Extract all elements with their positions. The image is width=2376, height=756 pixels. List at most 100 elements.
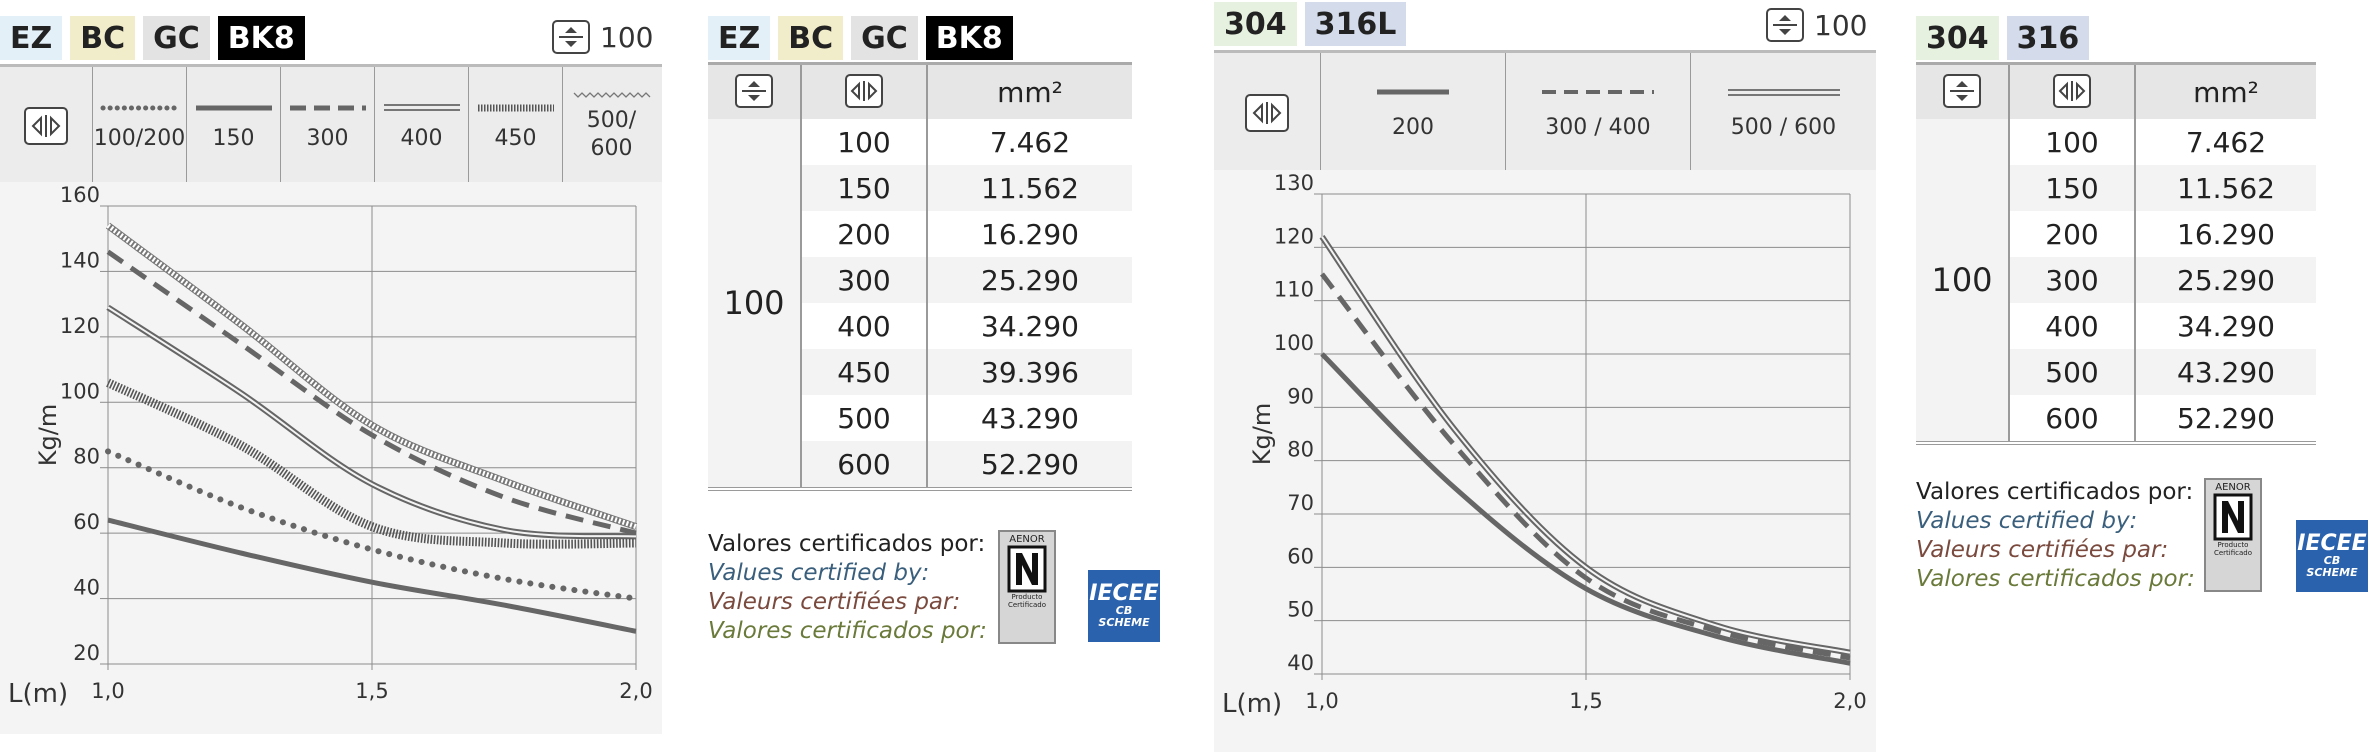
- legend-swatch-solid: [195, 105, 272, 110]
- legend-item-450: 450: [468, 67, 562, 185]
- legend-swatch-double: [383, 103, 460, 111]
- legend-item-500-600: 500/ 600: [562, 67, 660, 185]
- legend-width-icon-cell: [0, 67, 92, 185]
- tray-width-icon: [845, 74, 883, 108]
- y-tick-label: 60: [1287, 544, 1314, 568]
- cert-line-pt: Valores certificados por:: [1916, 566, 2195, 592]
- x-tick-label: 2,0: [619, 679, 652, 703]
- weight-span-chart-1: 20 40 60 80 100 120 140 160 1,0 1,5 2,0 L(m) Kg/m: [8, 183, 653, 709]
- y-tick-label: 100: [1274, 331, 1314, 355]
- table1: mm² 100 100 7.462 150 11.562 200 16.290 300 25.2…: [708, 62, 1132, 495]
- panel2-badges: 304 316L: [1214, 2, 1407, 46]
- width-cell: 600: [2008, 395, 2135, 441]
- legend-label: 150: [212, 125, 255, 151]
- iecee-logo: IECEE CB SCHEME: [1088, 570, 1160, 642]
- badge-304: 304: [1214, 2, 1297, 46]
- table-bottom-rule: [1916, 441, 2316, 449]
- table-row: 600 52.290: [708, 441, 1132, 487]
- series-line: [1320, 272, 1851, 661]
- legend-label: 500 / 600: [1730, 114, 1837, 140]
- legend-label: 400: [400, 125, 443, 151]
- legend-item-500-600: 500 / 600: [1690, 53, 1876, 173]
- table-row: 200 16.290: [1916, 211, 2316, 257]
- table-row: 400 34.290: [1916, 303, 2316, 349]
- table-row: 300 25.290: [1916, 257, 2316, 303]
- aenor-n-icon: [2213, 493, 2253, 541]
- width-cell: 300: [800, 257, 927, 303]
- series-400: [106, 304, 637, 540]
- y-tick-label: 20: [73, 641, 100, 665]
- table-row: 600 52.290: [1916, 395, 2316, 441]
- y-tick-label: 40: [73, 576, 100, 600]
- panel2-legend: 200 300 / 400 500 / 600: [1214, 50, 1876, 173]
- x-axis-label: L(m): [8, 679, 68, 709]
- y-tick-label: 120: [1274, 224, 1314, 248]
- series-line-inner: [1321, 236, 1851, 654]
- iecee-subtitle: CB SCHEME: [2306, 554, 2358, 579]
- area-cell: 52.290: [2134, 395, 2316, 441]
- table1-badges: EZ BC GC BK8: [708, 16, 1013, 60]
- x-tick-label: 1,5: [355, 679, 388, 703]
- aenor-subtitle: Producto Certificado: [2213, 541, 2253, 557]
- table-row: 150 11.562: [708, 165, 1132, 211]
- series-300: [106, 249, 637, 536]
- col-height-header: [1916, 65, 2009, 119]
- iecee-logo: IECEE CB SCHEME: [2296, 520, 2368, 592]
- cert-line-en: Values certified by:: [1916, 508, 2138, 534]
- aenor-logo: AENOR Producto Certificado: [998, 530, 1056, 644]
- table-row: 100 100 7.462: [708, 119, 1132, 487]
- tray-width-icon: [1245, 94, 1289, 132]
- width-cell: 100: [2008, 119, 2135, 165]
- width-cell: 300: [2008, 257, 2135, 303]
- cert-text: Valores certificados por: Values certifi…: [1916, 478, 2206, 594]
- badge-bc: BC: [778, 16, 844, 60]
- panel1-badges: EZ BC GC BK8: [0, 16, 305, 60]
- table-row: 150 11.562: [1916, 165, 2316, 211]
- capacity-value: 100: [600, 20, 654, 54]
- group-height-cell: 100: [1916, 119, 2009, 441]
- series-200: [1320, 352, 1851, 666]
- tray-height-icon: [552, 20, 590, 54]
- badge-bk8: BK8: [925, 16, 1013, 60]
- panel1-chart-area: 20 40 60 80 100 120 140 160 1,0 1,5 2,0 L(m) Kg/m: [0, 182, 662, 734]
- table2: mm² 100 100 7.462 150 11.562 200 16.290 300 25.2…: [1916, 62, 2316, 449]
- badge-ez: EZ: [708, 16, 771, 60]
- section-table-1: mm² 100 100 7.462 150 11.562 200 16.290 300 25.2…: [708, 65, 1132, 487]
- y-tick-label: 140: [60, 248, 100, 272]
- legend-label: 300 / 400: [1545, 114, 1651, 140]
- width-cell: 400: [2008, 303, 2135, 349]
- tray-height-icon: [735, 74, 773, 108]
- x-axis-label: L(m): [1222, 689, 1282, 719]
- legend-label: 300: [306, 125, 349, 151]
- x-tick-label: 1,0: [1305, 689, 1338, 713]
- y-tick-label: 100: [60, 379, 100, 403]
- y-tick-label: 160: [60, 183, 100, 207]
- legend-swatch-double: [1727, 88, 1840, 96]
- iecee-subtitle: CB SCHEME: [1098, 604, 1150, 629]
- col-area-header: mm²: [2134, 65, 2316, 119]
- width-cell: 100: [800, 119, 927, 165]
- series-150: [107, 517, 637, 634]
- series-line: [106, 249, 637, 536]
- group-height-cell: 100: [708, 119, 801, 487]
- iecee-title: IECEE: [2297, 531, 2367, 556]
- area-cell: 34.290: [2134, 303, 2316, 349]
- legend-swatch-dashed: [1542, 89, 1654, 94]
- area-cell: 11.562: [926, 165, 1132, 211]
- badge-316l: 316L: [1304, 2, 1407, 46]
- aenor-logo: AENOR Producto Certificado: [2204, 478, 2262, 592]
- badge-gc: GC: [143, 16, 210, 60]
- cert-line-en: Values certified by:: [708, 560, 930, 586]
- legend-item-400: 400: [374, 67, 468, 185]
- width-cell: 450: [800, 349, 927, 395]
- area-cell: 39.396: [926, 349, 1132, 395]
- y-tick-label: 60: [73, 510, 100, 534]
- legend-swatch-hatched: [477, 104, 554, 111]
- y-tick-label: 90: [1287, 384, 1314, 408]
- badge-gc: GC: [851, 16, 918, 60]
- capacity-value: 100: [1814, 8, 1868, 42]
- table2-badges: 304 316: [1916, 16, 2090, 60]
- table-row: 500 43.290: [708, 395, 1132, 441]
- y-tick-label: 110: [1274, 278, 1314, 302]
- series-500-600: [105, 222, 638, 530]
